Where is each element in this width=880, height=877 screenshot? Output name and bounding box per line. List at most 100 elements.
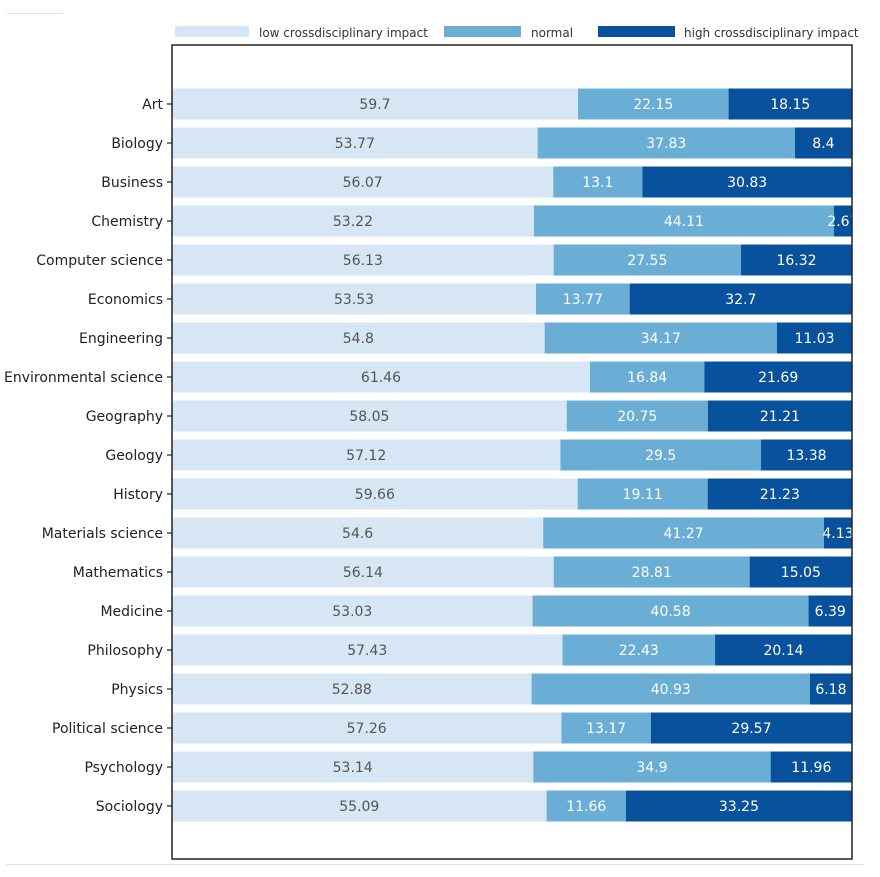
legend-swatch-normal	[444, 26, 521, 37]
data-label-medicine-low: 53.03	[332, 604, 372, 620]
data-label-history-high: 21.23	[760, 487, 800, 503]
bar-medicine-high	[808, 595, 852, 627]
data-label-business-low: 56.07	[343, 175, 383, 191]
bar-psychology-high	[770, 751, 852, 783]
bar-geology-low	[172, 439, 561, 471]
data-label-materials-science-high: 4.13	[822, 526, 853, 542]
bar-business-high	[642, 166, 852, 198]
data-label-geology-low: 57.12	[346, 448, 386, 464]
data-label-business-high: 30.83	[727, 175, 767, 191]
data-label-geography-low: 58.05	[349, 409, 389, 425]
bar-philosophy-low	[172, 634, 563, 666]
y-tick-label-sociology: Sociology	[96, 799, 163, 815]
data-label-computer-science-high: 16.32	[776, 253, 816, 269]
data-label-environmental-science-normal: 16.84	[627, 370, 667, 386]
bar-environmental-science-normal	[589, 361, 705, 393]
bar-art-high	[728, 88, 852, 120]
y-tick-label-engineering: Engineering	[79, 331, 163, 347]
legend-label-low: low crossdisciplinary impact	[259, 26, 428, 40]
bar-physics-low	[172, 673, 532, 705]
data-label-business-normal: 13.1	[582, 175, 613, 191]
bar-chemistry-low	[172, 205, 534, 237]
bar-computer-science-high	[741, 244, 852, 276]
bar-art-low	[172, 88, 578, 120]
data-label-political-science-normal: 13.17	[586, 721, 626, 737]
data-label-economics-high: 32.7	[725, 292, 756, 308]
data-label-political-science-high: 29.57	[731, 721, 771, 737]
bar-medicine-low	[172, 595, 533, 627]
data-label-economics-low: 53.53	[334, 292, 374, 308]
data-label-computer-science-normal: 27.55	[627, 253, 667, 269]
bar-medicine-normal	[532, 595, 809, 627]
data-label-psychology-low: 53.14	[333, 760, 373, 776]
legend-swatch-high	[598, 26, 675, 37]
bar-biology-low	[172, 127, 538, 159]
data-label-philosophy-high: 20.14	[763, 643, 803, 659]
bar-history-normal	[577, 478, 708, 510]
legend-label-normal: normal	[531, 26, 573, 40]
data-label-biology-normal: 37.83	[646, 136, 686, 152]
y-tick-label-political-science: Political science	[52, 721, 163, 737]
data-label-art-high: 18.15	[770, 97, 810, 113]
bar-engineering-low	[172, 322, 545, 354]
bar-economics-normal	[536, 283, 630, 315]
data-label-geology-high: 13.38	[786, 448, 826, 464]
data-label-engineering-high: 11.03	[794, 331, 834, 347]
bar-sociology-high	[625, 790, 852, 822]
data-label-biology-high: 8.4	[812, 136, 834, 152]
data-label-mathematics-low: 56.14	[343, 565, 383, 581]
data-label-history-normal: 19.11	[623, 487, 663, 503]
bar-geology-normal	[560, 439, 762, 471]
data-label-geography-normal: 20.75	[617, 409, 657, 425]
bar-mathematics-high	[749, 556, 852, 588]
y-tick-label-materials-science: Materials science	[42, 526, 163, 542]
data-label-materials-science-low: 54.6	[342, 526, 373, 542]
bar-physics-high	[809, 673, 852, 705]
bottom-rule	[6, 864, 864, 865]
bar-engineering-normal	[544, 322, 777, 354]
data-label-mathematics-high: 15.05	[781, 565, 821, 581]
bar-business-low	[172, 166, 554, 198]
y-tick-label-geography: Geography	[86, 409, 163, 425]
bar-computer-science-normal	[553, 244, 742, 276]
bar-philosophy-high	[715, 634, 852, 666]
bar-physics-normal	[531, 673, 810, 705]
data-label-sociology-normal: 11.66	[566, 799, 606, 815]
legend-label-high: high crossdisciplinary impact	[684, 26, 859, 40]
data-label-physics-low: 52.88	[332, 682, 372, 698]
data-label-environmental-science-high: 21.69	[758, 370, 798, 386]
data-label-history-low: 59.66	[355, 487, 395, 503]
y-tick-label-environmental-science: Environmental science	[4, 370, 163, 386]
data-label-medicine-normal: 40.58	[651, 604, 691, 620]
data-label-philosophy-low: 57.43	[347, 643, 387, 659]
top-left-rule	[6, 13, 63, 14]
data-label-engineering-low: 54.8	[343, 331, 374, 347]
y-tick-label-biology: Biology	[111, 136, 163, 152]
bar-economics-high	[629, 283, 852, 315]
data-label-psychology-normal: 34.9	[636, 760, 667, 776]
data-label-psychology-high: 11.96	[791, 760, 831, 776]
data-label-physics-normal: 40.93	[651, 682, 691, 698]
bar-mathematics-normal	[553, 556, 750, 588]
bar-psychology-low	[172, 751, 534, 783]
bar-geology-high	[761, 439, 852, 471]
y-tick-label-medicine: Medicine	[100, 604, 163, 620]
bar-chemistry-high	[833, 205, 852, 237]
bar-art-normal	[577, 88, 729, 120]
bar-engineering-high	[777, 322, 852, 354]
data-label-medicine-high: 6.39	[815, 604, 846, 620]
bar-political-science-high	[650, 712, 852, 744]
bar-materials-science-normal	[543, 517, 824, 549]
bar-psychology-normal	[533, 751, 771, 783]
data-label-materials-science-normal: 41.27	[664, 526, 704, 542]
data-label-sociology-low: 55.09	[339, 799, 379, 815]
data-label-geology-normal: 29.5	[645, 448, 676, 464]
y-tick-label-chemistry: Chemistry	[91, 214, 163, 230]
y-tick-label-mathematics: Mathematics	[73, 565, 163, 581]
y-tick-label-economics: Economics	[88, 292, 163, 308]
bar-political-science-normal	[561, 712, 651, 744]
bar-geography-low	[172, 400, 567, 432]
legend-swatch-low	[175, 26, 249, 37]
bar-sociology-normal	[546, 790, 626, 822]
data-label-physics-high: 6.18	[815, 682, 846, 698]
